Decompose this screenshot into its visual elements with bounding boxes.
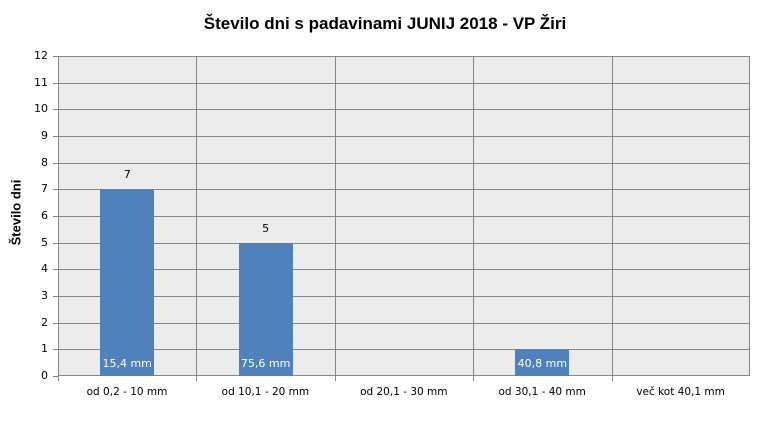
y-tick: [53, 162, 58, 164]
y-tick-label: 2: [41, 315, 48, 329]
x-tick-label: od 10,1 - 20 mm: [221, 386, 310, 398]
bar: 40,8 mm: [515, 349, 570, 376]
y-tick: [53, 136, 58, 137]
bar-value-label: 5: [262, 221, 270, 235]
gridline-horizontal: [58, 216, 749, 217]
gridline-horizontal: [58, 189, 749, 191]
y-tick: [53, 269, 58, 271]
x-tick: [473, 376, 475, 381]
y-tick: [53, 82, 58, 84]
x-tick-label: od 20,1 - 30 mm: [360, 386, 448, 398]
y-tick-label: 7: [41, 182, 48, 196]
gridline-vertical: [473, 56, 475, 376]
bar-value-label: 7: [123, 168, 131, 182]
x-tick: [334, 376, 336, 381]
gridline-vertical: [611, 56, 613, 376]
y-tick-label: 5: [41, 235, 48, 249]
y-tick: [53, 322, 58, 324]
y-tick-label: 4: [41, 262, 48, 276]
y-tick-label: 11: [34, 75, 48, 89]
y-axis: [58, 56, 59, 376]
y-tick-label: 8: [41, 155, 48, 169]
y-tick: [53, 189, 58, 191]
y-tick: [53, 109, 58, 111]
gridline-horizontal: [58, 296, 749, 297]
y-tick: [53, 242, 58, 244]
gridline-horizontal: [58, 82, 749, 84]
bar-annotation: 75,6 mm: [240, 356, 291, 370]
x-axis-line: [58, 375, 749, 376]
y-tick: [53, 296, 58, 297]
y-tick-label: 10: [34, 102, 48, 116]
y-tick-label: 9: [41, 129, 48, 142]
y-tick: [53, 216, 58, 217]
x-tick: [58, 376, 59, 381]
gridline-horizontal: [58, 136, 749, 137]
x-tick-label: od 30,1 - 40 mm: [498, 386, 586, 398]
y-tick-label: 3: [41, 289, 48, 302]
gridline-horizontal: [58, 109, 749, 111]
y-tick: [53, 349, 58, 351]
bar-annotation: 40,8 mm: [517, 356, 568, 370]
gridline-vertical: [334, 56, 336, 376]
chart-title: Število dni s padavinami JUNIJ 2018 - VP…: [203, 14, 567, 33]
gridline-horizontal: [58, 56, 749, 57]
gridline-horizontal: [58, 162, 749, 164]
y-tick: [53, 56, 58, 57]
bar-annotation: 15,4 mm: [102, 356, 152, 370]
y-tick-label: 12: [34, 49, 48, 62]
gridline-horizontal: [58, 242, 749, 244]
gridline-horizontal: [58, 349, 749, 351]
y-tick-label: 1: [41, 342, 48, 356]
x-tick-label: več kot 40,1 mm: [636, 386, 725, 398]
y-tick-label: 0: [41, 369, 48, 382]
bar: 15,4 mm: [100, 189, 155, 376]
x-tick: [611, 376, 613, 381]
y-tick: [53, 376, 58, 377]
x-tick-label: od 0,2 - 10 mm: [86, 386, 168, 398]
plot-area: [58, 56, 750, 376]
gridline-horizontal: [58, 269, 749, 271]
x-tick: [196, 376, 198, 381]
gridline-vertical: [196, 56, 198, 376]
bar: 75,6 mm: [238, 242, 293, 376]
y-tick-label: 6: [41, 209, 48, 222]
gridline-horizontal: [58, 322, 749, 324]
